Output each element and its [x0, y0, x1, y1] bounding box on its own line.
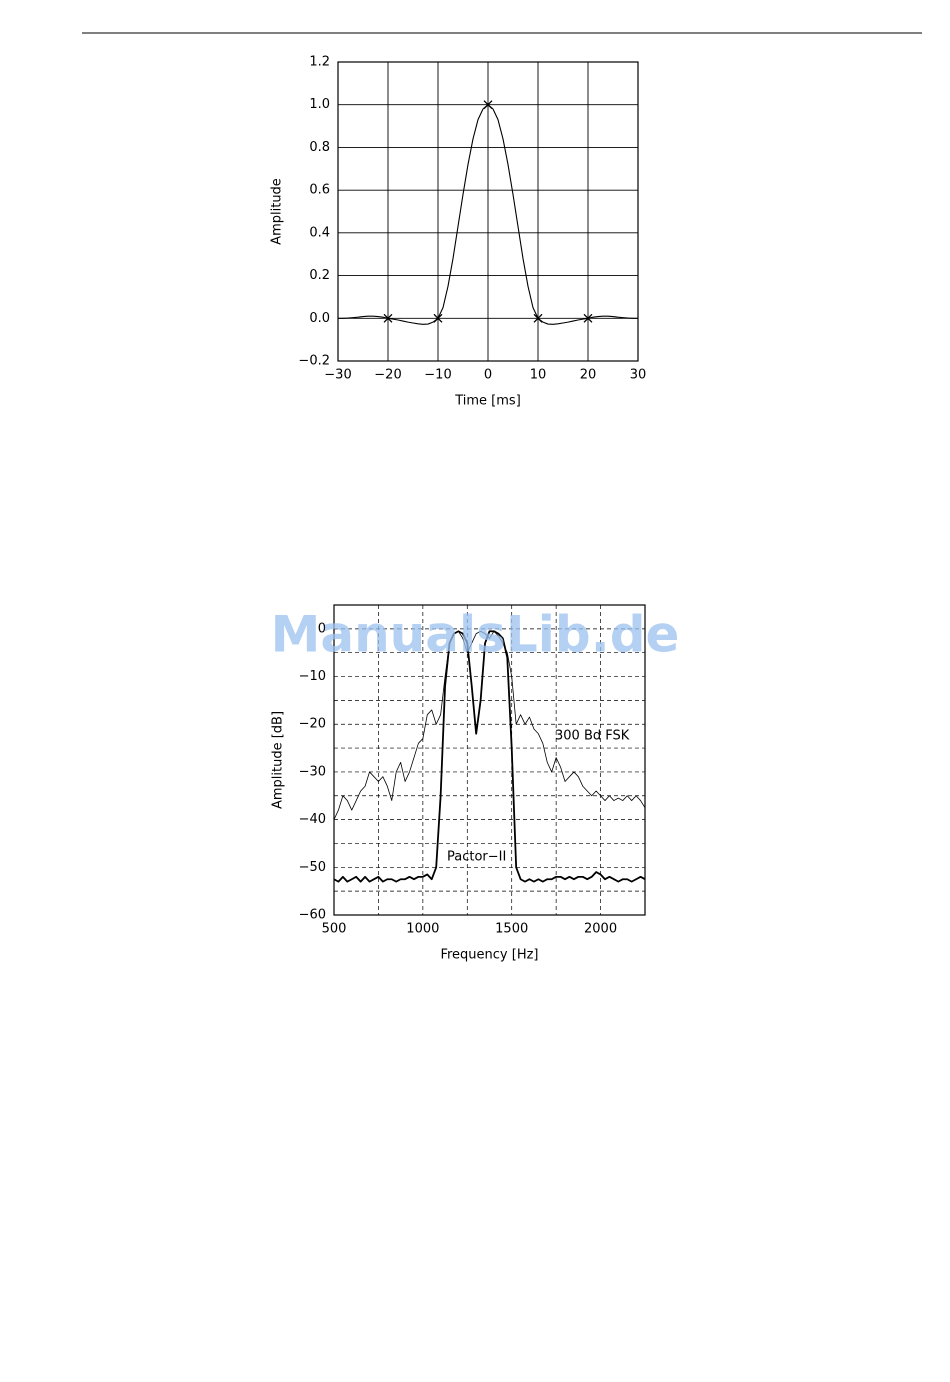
x-tick-label: 30	[630, 368, 647, 383]
y-tick-label: −50	[299, 860, 326, 875]
x-tick-label: −30	[324, 368, 351, 383]
x-tick-label: 0	[484, 368, 492, 383]
point-marker	[433, 313, 443, 323]
y-tick-label: −20	[299, 717, 326, 732]
series-line	[333, 630, 646, 883]
x-tick-label: 1000	[406, 922, 439, 937]
point-marker	[383, 313, 393, 323]
y-tick-label: −0.2	[298, 354, 330, 369]
series-label: 300 Bd FSK	[555, 729, 630, 744]
x-tick-label: −10	[424, 368, 451, 383]
x-tick-label: 20	[580, 368, 597, 383]
watermark: ManualsLib.de	[271, 606, 680, 664]
y-tick-label: 0.6	[309, 183, 330, 198]
y-tick-label: −10	[299, 669, 326, 684]
x-tick-label: −20	[374, 368, 401, 383]
x-tick-label: 1500	[495, 922, 528, 937]
y-axis-label: Amplitude	[270, 178, 285, 245]
x-tick-label: 10	[530, 368, 547, 383]
x-tick-label: 2000	[584, 922, 617, 937]
x-axis-label: Time [ms]	[454, 394, 521, 409]
y-axis-label: Amplitude [dB]	[271, 711, 286, 809]
x-axis-label: Frequency [Hz]	[440, 948, 538, 963]
plot-frame	[337, 61, 639, 362]
y-tick-label: 1.2	[309, 55, 330, 70]
y-tick-label: −30	[299, 764, 326, 779]
y-tick-label: −60	[299, 908, 326, 923]
series-line	[333, 630, 646, 820]
y-tick-label: 1.0	[309, 97, 330, 112]
y-tick-label: −40	[299, 812, 326, 827]
point-marker	[533, 313, 543, 323]
y-tick-label: 0.4	[309, 225, 330, 240]
point-marker	[583, 313, 593, 323]
y-tick-label: 0.8	[309, 140, 330, 155]
x-tick-label: 500	[322, 922, 347, 937]
y-tick-label: 0.0	[309, 311, 330, 326]
series-label: Pactor−II	[447, 850, 506, 865]
y-tick-label: 0	[318, 621, 326, 636]
point-marker	[483, 100, 493, 110]
plot-frame	[333, 604, 646, 916]
y-tick-label: 0.2	[309, 268, 330, 283]
